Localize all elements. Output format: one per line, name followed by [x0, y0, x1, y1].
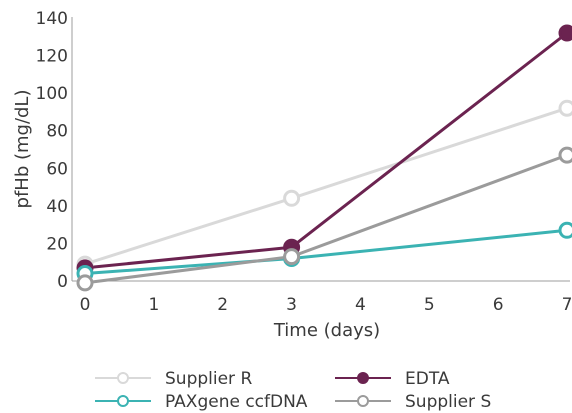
x-tick-label: 4: [355, 295, 366, 315]
x-tick-label: 6: [493, 295, 504, 315]
legend: Supplier R EDTA PAXgene ccfDNA Supplier S: [95, 369, 491, 412]
data-point: [283, 189, 301, 207]
data-point: [558, 24, 572, 42]
data-point: [558, 146, 572, 164]
legend-marker: [357, 372, 369, 384]
y-axis-title: pfHb (mg/dL): [12, 90, 33, 209]
y-tick-label: 120: [36, 47, 68, 67]
data-point: [558, 221, 572, 239]
legend-marker: [117, 395, 129, 407]
x-tick-label: 5: [424, 295, 435, 315]
legend-label: Supplier S: [405, 392, 491, 412]
data-point: [283, 248, 301, 266]
series-line: [83, 31, 569, 270]
x-tick-label: 7: [562, 295, 572, 315]
y-tick-label: 140: [36, 9, 68, 29]
legend-label: Supplier R: [165, 369, 252, 389]
series-line: [83, 106, 569, 266]
legend-marker: [357, 395, 369, 407]
legend-label: PAXgene ccfDNA: [165, 392, 308, 412]
x-tick-label: 0: [80, 295, 91, 315]
y-tick-label: 60: [46, 159, 68, 179]
y-tick-label: 20: [46, 234, 68, 254]
x-tick-labels: 0 1 2 3 4 5 6 7: [80, 295, 572, 315]
x-axis-title: Time (days): [273, 320, 380, 341]
series-group: [76, 24, 572, 292]
x-tick-label: 3: [286, 295, 297, 315]
data-point: [76, 274, 94, 292]
legend-label: EDTA: [405, 369, 450, 389]
series-line: [83, 228, 569, 275]
axes: [71, 17, 570, 282]
y-tick-label: 80: [46, 122, 68, 142]
legend-marker: [117, 372, 129, 384]
y-tick-labels: 0 20 40 60 80 100 120 140: [36, 9, 68, 292]
x-tick-label: 2: [217, 295, 228, 315]
y-tick-label: 40: [46, 197, 68, 217]
y-tick-label: 100: [36, 84, 68, 104]
y-tick-label: 0: [57, 272, 68, 292]
data-point: [558, 99, 572, 117]
x-tick-label: 1: [148, 295, 159, 315]
